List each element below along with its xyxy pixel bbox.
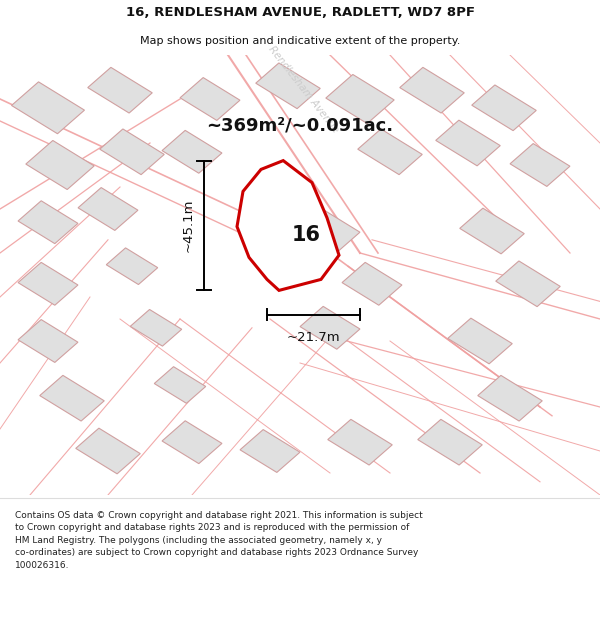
Polygon shape	[256, 63, 320, 109]
Polygon shape	[448, 318, 512, 364]
Polygon shape	[237, 161, 339, 291]
Polygon shape	[300, 306, 360, 349]
Text: 16, RENDLESHAM AVENUE, RADLETT, WD7 8PF: 16, RENDLESHAM AVENUE, RADLETT, WD7 8PF	[125, 6, 475, 19]
Polygon shape	[436, 120, 500, 166]
Polygon shape	[240, 429, 300, 472]
Polygon shape	[130, 309, 182, 346]
Polygon shape	[100, 129, 164, 174]
Polygon shape	[162, 421, 222, 464]
Polygon shape	[76, 428, 140, 474]
Polygon shape	[88, 68, 152, 113]
Polygon shape	[358, 129, 422, 174]
Text: Map shows position and indicative extent of the property.: Map shows position and indicative extent…	[140, 36, 460, 46]
Polygon shape	[106, 248, 158, 284]
Polygon shape	[154, 367, 206, 403]
Polygon shape	[78, 188, 138, 231]
Text: 16: 16	[292, 226, 320, 246]
Polygon shape	[342, 262, 402, 305]
Polygon shape	[328, 419, 392, 465]
Polygon shape	[496, 261, 560, 307]
Polygon shape	[18, 201, 78, 244]
Polygon shape	[18, 262, 78, 305]
Polygon shape	[510, 144, 570, 186]
Polygon shape	[472, 85, 536, 131]
Polygon shape	[26, 141, 94, 189]
Polygon shape	[40, 376, 104, 421]
Polygon shape	[18, 319, 78, 362]
Polygon shape	[478, 376, 542, 421]
Text: ~21.7m: ~21.7m	[287, 331, 340, 344]
Polygon shape	[418, 419, 482, 465]
Text: Contains OS data © Crown copyright and database right 2021. This information is : Contains OS data © Crown copyright and d…	[15, 511, 423, 569]
Polygon shape	[162, 131, 222, 173]
Polygon shape	[400, 68, 464, 113]
Polygon shape	[460, 208, 524, 254]
Polygon shape	[11, 82, 85, 134]
Text: ~369m²/~0.091ac.: ~369m²/~0.091ac.	[206, 116, 394, 134]
Polygon shape	[300, 209, 360, 252]
Text: Rendlesham Avenue: Rendlesham Avenue	[266, 44, 340, 134]
Polygon shape	[180, 78, 240, 121]
Polygon shape	[326, 74, 394, 124]
Text: ~45.1m: ~45.1m	[182, 199, 195, 252]
